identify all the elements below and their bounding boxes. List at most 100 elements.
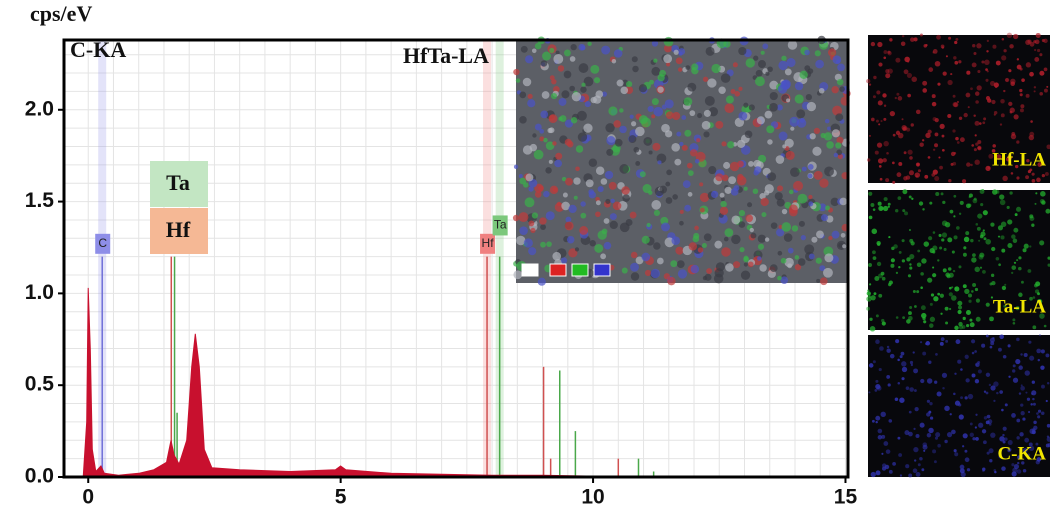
- map-speck: [1045, 353, 1050, 358]
- inset-speck: [711, 190, 719, 199]
- inset-speck: [657, 86, 664, 93]
- map-speck: [952, 269, 956, 273]
- map-speck: [1011, 271, 1014, 275]
- inset-speck: [781, 80, 787, 86]
- inset-speck: [734, 91, 741, 97]
- map-speck: [907, 274, 912, 278]
- inset-speck: [725, 95, 734, 104]
- map-speck: [872, 208, 876, 211]
- map-speck: [892, 461, 896, 466]
- map-speck: [1031, 172, 1035, 176]
- inset-speck: [730, 89, 736, 94]
- map-speck: [932, 148, 936, 151]
- inset-speck: [606, 148, 614, 156]
- inset-speck: [560, 257, 568, 264]
- map-speck: [975, 363, 978, 366]
- map-speck: [981, 429, 987, 434]
- inset-speck: [767, 172, 777, 182]
- map-speck: [920, 305, 926, 311]
- inset-speck: [513, 164, 519, 169]
- map-speck: [877, 242, 881, 247]
- map-speck: [888, 419, 893, 423]
- inset-speck: [743, 186, 748, 191]
- map-speck: [909, 305, 913, 309]
- inset-speck: [641, 117, 651, 128]
- map-speck: [906, 72, 913, 79]
- inset-speck: [781, 222, 792, 232]
- map-speck: [877, 435, 883, 440]
- inset-speck: [790, 126, 795, 131]
- map-speck: [1020, 403, 1024, 407]
- map-speck: [964, 396, 968, 400]
- map-speck: [990, 432, 996, 438]
- inset-speck: [527, 93, 533, 99]
- inset-speck: [663, 273, 670, 280]
- inset-speck: [621, 186, 630, 195]
- map-speck: [932, 449, 937, 454]
- inset-speck: [553, 54, 564, 64]
- map-speck: [922, 444, 928, 450]
- inset-speck: [605, 198, 611, 204]
- map-speck: [883, 441, 889, 446]
- map-speck: [988, 383, 992, 387]
- map-speck: [999, 199, 1006, 206]
- map-speck: [1018, 365, 1023, 370]
- inset-speck: [542, 51, 552, 61]
- inset-speck: [674, 158, 682, 166]
- map-speck: [909, 253, 915, 260]
- inset-speck: [807, 173, 813, 179]
- map-speck: [957, 305, 963, 310]
- map-speck: [908, 170, 915, 176]
- inset-speck: [566, 235, 575, 244]
- map-speck: [897, 358, 900, 362]
- map-speck: [959, 464, 965, 470]
- map-speck: [934, 143, 939, 148]
- inset-speck: [539, 136, 545, 142]
- inset-speck: [653, 209, 660, 217]
- inset-speck: [778, 131, 788, 141]
- map-speck: [965, 203, 971, 209]
- map-speck: [1043, 38, 1048, 44]
- inset-speck: [613, 120, 621, 128]
- map-speck: [1038, 334, 1042, 337]
- inset-speck: [789, 116, 800, 127]
- map-speck: [1040, 365, 1045, 370]
- inset-speck: [747, 261, 754, 268]
- map-speck: [1013, 463, 1020, 470]
- inset-speck: [761, 212, 767, 218]
- inset-speck: [694, 158, 700, 164]
- map-speck: [962, 433, 968, 439]
- map-speck: [892, 180, 896, 184]
- map-speck: [1009, 44, 1014, 49]
- map-speck: [907, 93, 911, 98]
- map-speck: [990, 385, 996, 391]
- map-speck: [953, 392, 956, 396]
- map-speck: [1033, 86, 1037, 89]
- inset-speck: [760, 197, 769, 207]
- map-speck: [999, 334, 1004, 340]
- map-speck: [1043, 88, 1048, 93]
- map-speck: [1020, 411, 1025, 416]
- inset-speck: [665, 181, 671, 187]
- map-speck: [988, 448, 994, 454]
- inset-speck: [673, 49, 679, 55]
- annotation-box: [150, 161, 208, 207]
- inset-speck: [635, 126, 645, 137]
- map-speck: [1035, 459, 1040, 465]
- map-speck: [1028, 340, 1032, 344]
- map-speck: [895, 339, 900, 344]
- map-speck: [902, 209, 906, 213]
- map-speck: [919, 33, 923, 37]
- map-speck: [944, 306, 949, 311]
- map-speck: [1040, 349, 1045, 354]
- inset-speck: [686, 162, 693, 169]
- inset-speck: [580, 86, 587, 93]
- inset-speck: [838, 242, 844, 248]
- inset-speck: [739, 247, 745, 253]
- inset-speck: [737, 173, 744, 181]
- inset-speck: [693, 232, 700, 239]
- inset-speck: [804, 244, 815, 255]
- map-speck: [956, 141, 960, 144]
- map-speck: [866, 158, 871, 162]
